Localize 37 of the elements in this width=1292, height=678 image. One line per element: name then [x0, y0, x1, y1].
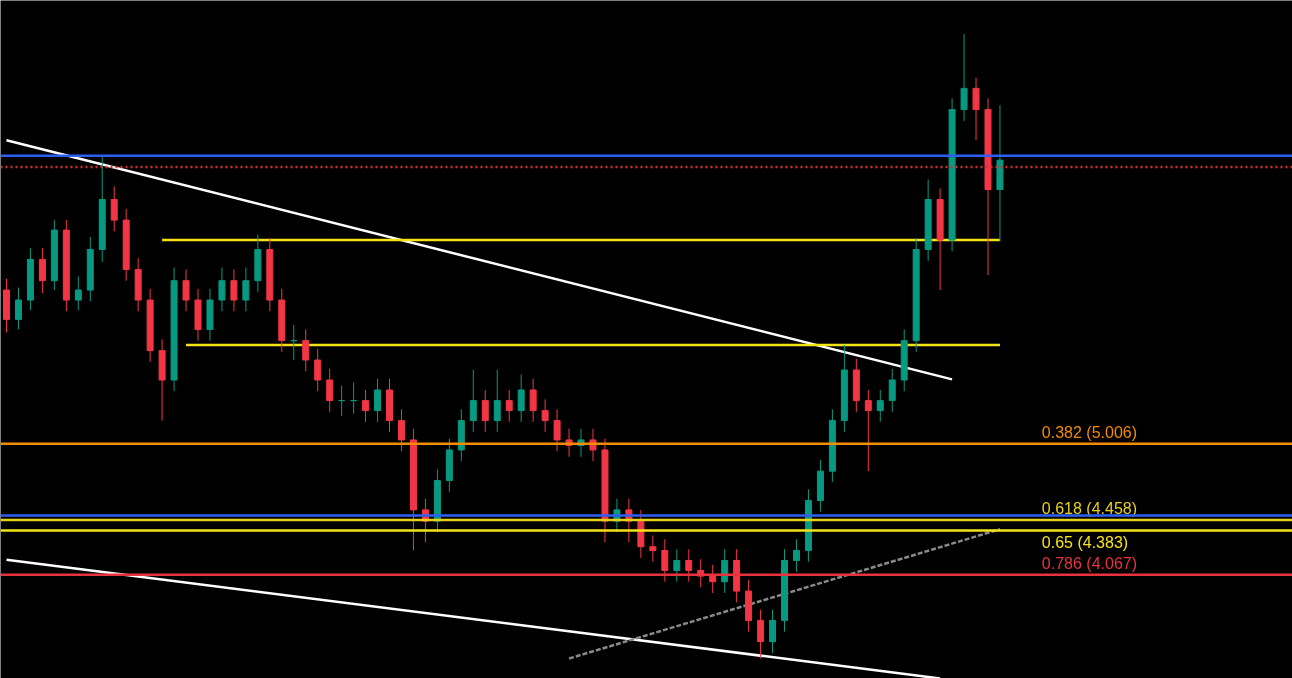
candlestick [230, 268, 238, 312]
candlestick [769, 609, 777, 654]
candlestick [553, 408, 561, 452]
candlestick [110, 185, 118, 232]
candlestick [182, 268, 190, 312]
candlestick [242, 267, 250, 312]
candlestick [493, 369, 501, 433]
candlestick [649, 534, 657, 563]
candlestick [374, 378, 382, 423]
candlestick [302, 328, 310, 372]
candlestick [529, 378, 537, 423]
candlestick [481, 389, 489, 433]
candlestick [505, 389, 513, 423]
candlestick [397, 408, 405, 452]
candlestick [792, 538, 800, 573]
candlestick [362, 389, 370, 423]
candlestick [960, 33, 968, 122]
annotation: 0.65 (4.383) [1041, 534, 1129, 552]
candlestick [38, 247, 46, 294]
candlestick [541, 398, 549, 433]
annotation: 0.786 (4.067) [1041, 554, 1138, 572]
candlestick [326, 368, 334, 413]
candlestick [972, 77, 980, 141]
candlestick [673, 548, 681, 583]
candlestick [864, 389, 872, 472]
annotation: 0.618 (4.458) [1041, 499, 1138, 517]
candlestick [876, 389, 884, 423]
candlestick [757, 609, 765, 660]
candlestick [74, 275, 82, 311]
candlestick [314, 348, 322, 392]
candlestick [218, 267, 226, 312]
candlestick [469, 369, 477, 433]
annotation: 0.382 (5.006) [1041, 423, 1138, 441]
candlestick [517, 373, 525, 423]
candlestick [888, 368, 896, 413]
candlestick [14, 287, 22, 330]
candlestick [721, 548, 729, 594]
